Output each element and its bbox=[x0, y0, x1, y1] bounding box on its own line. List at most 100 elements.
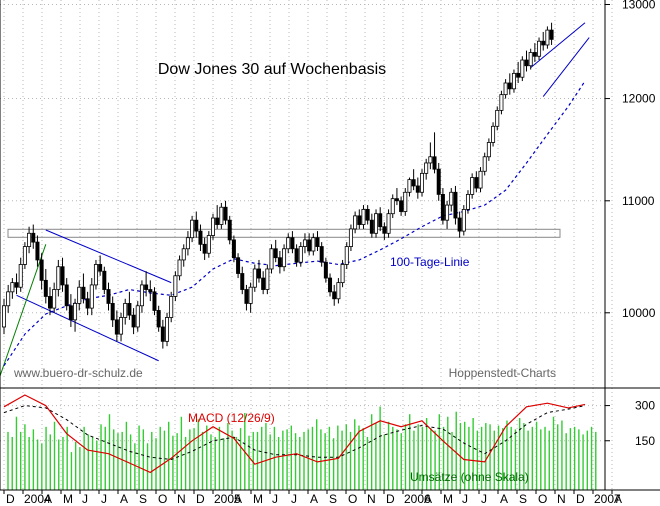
x-tick-label: J bbox=[101, 492, 107, 506]
candle bbox=[298, 242, 303, 267]
ma-label: 100-Tage-Linie bbox=[390, 255, 470, 269]
candle-body-down bbox=[453, 191, 458, 219]
candle-body-up bbox=[282, 248, 287, 268]
candle bbox=[148, 280, 153, 302]
chart-title: Dow Jones 30 auf Wochenbasis bbox=[158, 61, 386, 78]
channel-line-2004 bbox=[16, 294, 159, 362]
candle-body-up bbox=[528, 52, 533, 67]
candle bbox=[369, 213, 374, 238]
candle bbox=[73, 298, 78, 332]
candle-body-up bbox=[210, 217, 215, 236]
candle-body-up bbox=[181, 248, 186, 261]
x-tick-label: 2004 bbox=[24, 492, 51, 506]
candle-body-down bbox=[516, 72, 521, 78]
candle bbox=[390, 194, 395, 219]
candle-body-down bbox=[152, 291, 157, 311]
candle bbox=[486, 138, 491, 161]
candle-body-up bbox=[10, 282, 15, 293]
candle-body-down bbox=[47, 296, 52, 309]
x-tick-label: N bbox=[177, 492, 186, 506]
candle bbox=[256, 259, 261, 283]
candle-body-down bbox=[415, 185, 420, 193]
candle bbox=[328, 273, 333, 297]
candle bbox=[173, 271, 178, 302]
candle-body-down bbox=[436, 168, 441, 195]
candle bbox=[227, 215, 232, 245]
candle bbox=[474, 171, 479, 193]
x-tick-label: S bbox=[329, 492, 337, 506]
candle bbox=[114, 310, 119, 342]
x-tick-label: A bbox=[234, 492, 242, 506]
y-tick-label: 13000 bbox=[622, 0, 656, 12]
candle bbox=[223, 200, 228, 225]
candle-body-up bbox=[499, 94, 504, 111]
candle bbox=[449, 188, 454, 212]
channel-line-2004 bbox=[45, 229, 172, 284]
candle bbox=[123, 298, 128, 325]
candle-body-up bbox=[269, 248, 274, 270]
x-tick-label: N bbox=[367, 492, 376, 506]
candle bbox=[277, 250, 282, 274]
candle-body-up bbox=[428, 156, 433, 164]
candle bbox=[144, 271, 149, 297]
candle-body-down bbox=[307, 239, 312, 252]
x-tick-label: M bbox=[63, 492, 73, 506]
x-tick-label: D bbox=[386, 492, 395, 506]
candle bbox=[156, 305, 161, 332]
candle-body-down bbox=[148, 289, 153, 293]
x-tick-label: A bbox=[424, 492, 432, 506]
resistance-box bbox=[7, 228, 561, 238]
candle-body-down bbox=[411, 179, 416, 187]
macd-line bbox=[3, 394, 586, 474]
candle bbox=[68, 294, 73, 327]
candle-body-down bbox=[14, 282, 19, 288]
candle-body-up bbox=[265, 268, 270, 290]
candle-body-up bbox=[52, 289, 57, 309]
candle-body-down bbox=[127, 303, 132, 316]
candle bbox=[273, 239, 278, 263]
candles bbox=[2, 22, 554, 349]
candle-body-down bbox=[131, 314, 136, 328]
candle bbox=[2, 298, 7, 335]
macd-lines bbox=[3, 394, 586, 474]
candle-body-down bbox=[244, 289, 249, 304]
candle bbox=[516, 61, 521, 83]
candle-body-up bbox=[135, 305, 140, 328]
candle bbox=[194, 211, 199, 238]
candle-body-down bbox=[357, 215, 362, 225]
candle-body-down bbox=[223, 206, 228, 221]
candle-body-up bbox=[503, 82, 508, 96]
candle bbox=[282, 244, 287, 272]
macd-label: MACD (12/26/9) bbox=[188, 411, 275, 425]
candle-body-down bbox=[240, 273, 245, 290]
candle bbox=[365, 205, 370, 225]
candle-body-up bbox=[424, 162, 429, 174]
x-tick-label: A bbox=[44, 492, 52, 506]
x-tick-label: S bbox=[139, 492, 147, 506]
candle-body-down bbox=[440, 194, 445, 221]
candle bbox=[453, 185, 458, 225]
candle bbox=[248, 282, 253, 313]
candle-body-up bbox=[18, 264, 23, 288]
candle bbox=[202, 237, 207, 260]
candle bbox=[85, 291, 90, 316]
candle bbox=[131, 308, 136, 335]
candle bbox=[503, 79, 508, 99]
candle-body-up bbox=[89, 284, 94, 309]
candle bbox=[378, 207, 383, 232]
candle-body-down bbox=[236, 257, 241, 274]
candle bbox=[340, 259, 345, 288]
candle-body-down bbox=[110, 303, 115, 321]
candle-body-down bbox=[160, 326, 165, 342]
trend-line bbox=[0, 244, 47, 378]
candle bbox=[361, 205, 366, 229]
candle-body-up bbox=[123, 303, 128, 318]
candle bbox=[110, 296, 115, 327]
candle-body-up bbox=[495, 109, 500, 127]
candle-body-up bbox=[22, 246, 27, 265]
candle-body-down bbox=[68, 305, 73, 321]
candle bbox=[52, 282, 57, 313]
candle-body-up bbox=[2, 305, 7, 328]
candle-body-up bbox=[248, 286, 253, 304]
